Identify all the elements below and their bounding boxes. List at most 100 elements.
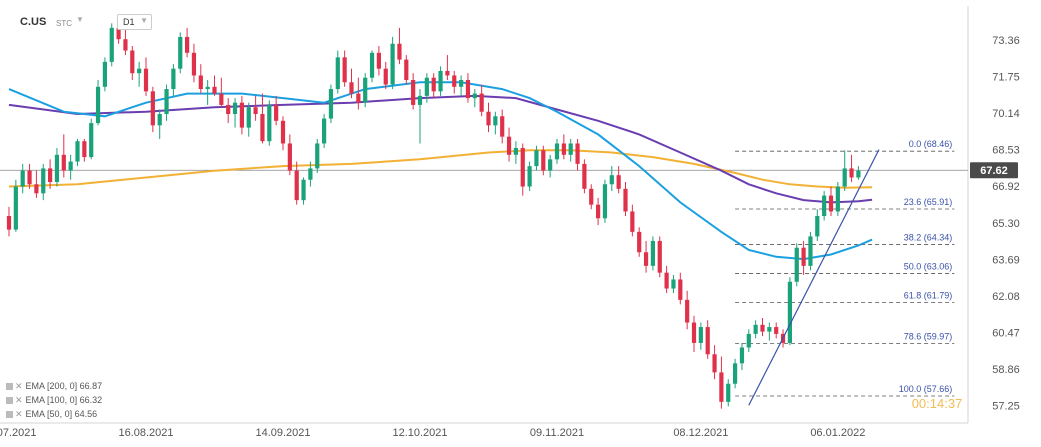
candle-body xyxy=(404,59,409,80)
y-tick-label: 57.25 xyxy=(992,400,1020,412)
candle-body xyxy=(6,216,12,230)
candle-body xyxy=(205,86,210,90)
indicator-legend-ema100[interactable]: ✕ EMA [100, 0] 66.32 xyxy=(6,395,102,406)
candle-body xyxy=(671,279,676,289)
candle-body xyxy=(739,347,745,364)
candle-body xyxy=(575,143,580,164)
candle-body xyxy=(198,75,203,90)
candle-body xyxy=(143,68,149,92)
candle-body xyxy=(685,299,690,323)
candle-body xyxy=(54,154,60,182)
candle-body xyxy=(643,252,649,266)
candle-body xyxy=(568,143,573,155)
candle-body xyxy=(280,120,286,144)
indicator-remove-icon[interactable]: ✕ xyxy=(15,395,23,405)
candle-body xyxy=(274,104,279,121)
candle-body xyxy=(226,104,231,114)
candle-body xyxy=(171,68,176,90)
ema50-line xyxy=(8,81,873,261)
candle-body xyxy=(650,240,655,266)
candle-body xyxy=(445,70,450,76)
candle-body xyxy=(157,114,162,126)
candle-body xyxy=(20,170,25,187)
candle-body xyxy=(301,179,306,201)
candle-body xyxy=(102,61,107,87)
candle-body xyxy=(438,70,443,92)
candle-body xyxy=(315,143,320,169)
candle-body xyxy=(267,104,272,142)
candle-body xyxy=(48,168,53,182)
candle-body xyxy=(363,77,368,103)
indicator-remove-icon[interactable]: ✕ xyxy=(15,381,23,391)
candle-body xyxy=(212,86,217,94)
symbol-label: C.US xyxy=(20,16,47,28)
candle-body xyxy=(349,82,354,94)
y-tick-label: 65.30 xyxy=(992,218,1020,230)
x-tick-label: 08.12.2021 xyxy=(673,427,728,439)
fib-level-label: 61.8 (61.79) xyxy=(904,290,953,300)
candle-body xyxy=(842,168,847,187)
candle-body xyxy=(596,204,601,219)
fib-level-label: 38.2 (64.34) xyxy=(904,233,953,243)
candle-body xyxy=(554,143,560,160)
indicator-remove-icon[interactable]: ✕ xyxy=(15,409,23,419)
candle-body xyxy=(678,279,683,300)
candle-body xyxy=(637,231,642,253)
market-dropdown-icon[interactable]: ▼ xyxy=(76,15,84,24)
candle-body xyxy=(822,195,827,216)
candle-body xyxy=(794,247,799,282)
x-tick-label: 19.07.2021 xyxy=(0,427,37,439)
candle-body xyxy=(506,136,512,155)
candle-body xyxy=(137,68,142,74)
candle-body xyxy=(376,52,381,69)
candle-body xyxy=(130,50,135,74)
candle-body xyxy=(479,93,484,112)
candle-body xyxy=(383,68,388,85)
y-tick-label: 68.53 xyxy=(992,145,1020,157)
candle-body xyxy=(246,107,251,128)
y-tick-label: 58.86 xyxy=(992,364,1020,376)
market-label: STC xyxy=(56,19,72,28)
indicator-settings-icon[interactable] xyxy=(6,411,13,419)
candle-body xyxy=(431,77,436,92)
candle-body xyxy=(828,195,834,212)
y-tick-label: 70.14 xyxy=(992,108,1020,120)
candle-body xyxy=(630,211,635,232)
candle-body xyxy=(417,95,423,105)
candle-body xyxy=(164,89,169,114)
x-tick-label: 16.08.2021 xyxy=(118,427,173,439)
indicator-legend-ema200[interactable]: ✕ EMA [200, 0] 66.87 xyxy=(6,381,102,392)
current-price-label: 67.62 xyxy=(980,165,1008,177)
candle-body xyxy=(534,150,539,167)
timer-watermark: 00:14:37 xyxy=(912,396,963,411)
candle-body xyxy=(774,327,779,334)
candle-body xyxy=(322,118,327,144)
timeframe-selector[interactable]: D1 ▼ xyxy=(117,14,152,30)
candle-body xyxy=(232,102,238,114)
y-tick-label: 63.69 xyxy=(992,254,1020,266)
indicator-settings-icon[interactable] xyxy=(6,397,13,405)
candle-body xyxy=(308,168,313,180)
candle-body xyxy=(452,75,457,87)
candle-body xyxy=(493,116,498,126)
candle-body xyxy=(753,324,758,334)
fib-level-label: 100.0 (57.66) xyxy=(899,384,953,394)
x-tick-label: 09.11.2021 xyxy=(530,427,584,439)
candle-body xyxy=(520,148,525,187)
candle-body xyxy=(767,327,772,332)
x-tick-label: 06.01.2022 xyxy=(810,427,865,439)
y-tick-label: 73.36 xyxy=(992,35,1020,47)
candle-body xyxy=(459,80,464,87)
candle-body xyxy=(657,240,662,273)
candle-body xyxy=(27,170,32,185)
candle-body xyxy=(89,123,94,158)
fib-level-label: 78.6 (59.97) xyxy=(904,332,953,342)
y-tick-label: 66.92 xyxy=(992,181,1020,193)
indicator-settings-icon[interactable] xyxy=(6,383,13,391)
candle-body xyxy=(582,163,587,189)
indicator-label: EMA [200, 0] 66.87 xyxy=(25,381,103,391)
indicator-legend-ema50[interactable]: ✕ EMA [50, 0] 64.56 xyxy=(6,409,97,420)
candle-body xyxy=(219,93,224,105)
